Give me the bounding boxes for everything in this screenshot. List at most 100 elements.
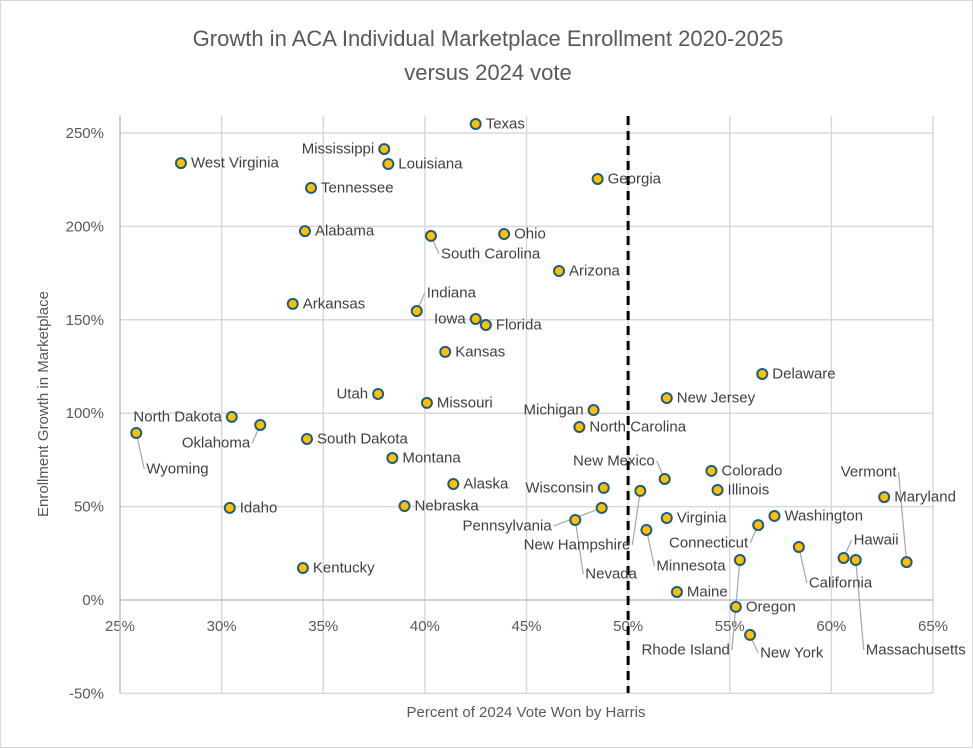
data-point: New York — [744, 628, 824, 661]
data-point: Nevada — [569, 514, 638, 583]
point-marker — [640, 523, 653, 536]
point-marker — [752, 519, 765, 532]
data-point: Utah — [336, 385, 385, 402]
data-point: New Jersey — [660, 390, 756, 407]
point-marker — [792, 540, 805, 553]
data-point: Pennsylvania — [462, 501, 608, 534]
y-tick-label: 200% — [66, 218, 104, 235]
point-label: Vermont — [841, 464, 898, 481]
point-marker — [469, 118, 482, 131]
x-tick-label: 55% — [715, 618, 745, 635]
point-marker — [174, 157, 187, 170]
data-point: Hawaii — [837, 531, 899, 564]
x-tick-label: 30% — [207, 618, 237, 635]
x-tick-label: 60% — [816, 618, 846, 635]
data-point: Michigan — [524, 402, 600, 419]
x-tick-label: 40% — [410, 618, 440, 635]
leader-line — [855, 559, 865, 651]
point-marker — [634, 484, 647, 497]
point-label: Minnesota — [656, 557, 726, 574]
point-label: Wisconsin — [525, 479, 593, 496]
y-tick-label: 150% — [66, 312, 104, 329]
data-point: Virginia — [660, 509, 727, 526]
leader-line — [135, 432, 145, 470]
x-tick-label: 65% — [918, 618, 948, 635]
data-point: Iowa — [434, 311, 482, 328]
x-tick-label: 45% — [511, 618, 541, 635]
point-marker — [223, 501, 236, 514]
data-point: Texas — [469, 116, 525, 133]
x-axis-label: Percent of 2024 Vote Won by Harris — [406, 704, 645, 721]
point-label: Montana — [402, 450, 461, 467]
data-point: Massachusetts — [849, 554, 966, 659]
point-marker — [386, 452, 399, 465]
point-label: Hawaii — [854, 531, 899, 548]
y-tick-label: -50% — [69, 685, 104, 702]
point-marker — [711, 483, 724, 496]
point-marker — [729, 600, 742, 613]
data-point: Idaho — [223, 499, 278, 516]
point-label: Rhode Island — [642, 642, 730, 659]
data-point: Oklahoma — [182, 418, 267, 451]
point-marker — [469, 313, 482, 326]
point-label: South Carolina — [441, 245, 541, 262]
data-point: Delaware — [756, 365, 836, 382]
point-marker — [768, 509, 781, 522]
point-label: Idaho — [240, 499, 278, 516]
point-label: Indiana — [427, 285, 477, 302]
point-marker — [658, 472, 671, 485]
data-point: Indiana — [410, 285, 477, 318]
point-marker — [569, 514, 582, 527]
data-point: Wisconsin — [525, 479, 610, 496]
point-marker — [660, 511, 673, 524]
data-point: Alaska — [447, 475, 509, 492]
data-point: Kentucky — [296, 560, 375, 577]
point-marker — [591, 172, 604, 185]
data-point: South Carolina — [424, 229, 541, 262]
y-tick-label: 250% — [66, 125, 104, 142]
point-label: California — [809, 574, 873, 591]
point-label: Texas — [486, 116, 525, 133]
data-point: New Hampshire — [524, 484, 647, 553]
point-marker — [573, 421, 586, 434]
point-label: Arizona — [569, 263, 621, 280]
point-marker — [553, 265, 566, 278]
point-label: Kansas — [455, 343, 505, 360]
point-label: North Carolina — [589, 419, 686, 436]
point-marker — [420, 396, 433, 409]
point-label: Virginia — [677, 509, 727, 526]
data-point: Florida — [479, 317, 542, 334]
point-label: Delaware — [772, 365, 835, 382]
chart-title-line-1: Growth in ACA Individual Marketplace Enr… — [193, 26, 784, 51]
point-label: Washington — [784, 507, 863, 524]
y-tick-label: 50% — [74, 499, 104, 516]
data-point: South Dakota — [300, 430, 409, 447]
data-point: Washington — [768, 507, 863, 524]
point-marker — [756, 367, 769, 380]
data-points: Texas Mississippi Louisiana West Virginia Te… — [130, 116, 966, 661]
data-point: Maine — [670, 583, 728, 600]
data-point: Louisiana — [382, 156, 463, 173]
point-label: Illinois — [728, 481, 770, 498]
point-label: Louisiana — [398, 156, 463, 173]
leader-lines — [135, 235, 908, 654]
data-point: Ohio — [498, 226, 546, 243]
point-label: New Jersey — [677, 390, 756, 407]
point-label: Maine — [687, 583, 728, 600]
point-label: Iowa — [434, 311, 466, 328]
point-label: North Dakota — [133, 408, 222, 425]
point-marker — [479, 319, 492, 332]
data-point: California — [792, 540, 873, 591]
data-point: West Virginia — [174, 155, 279, 172]
point-marker — [744, 628, 757, 641]
point-label: Oklahoma — [182, 434, 251, 451]
point-marker — [286, 297, 299, 310]
point-marker — [849, 554, 862, 567]
y-tick-label: 0% — [82, 592, 104, 609]
point-label: Ohio — [514, 226, 546, 243]
point-label: Missouri — [437, 394, 493, 411]
point-label: Wyoming — [146, 461, 208, 478]
data-point: Colorado — [705, 462, 782, 479]
point-marker — [595, 501, 608, 514]
